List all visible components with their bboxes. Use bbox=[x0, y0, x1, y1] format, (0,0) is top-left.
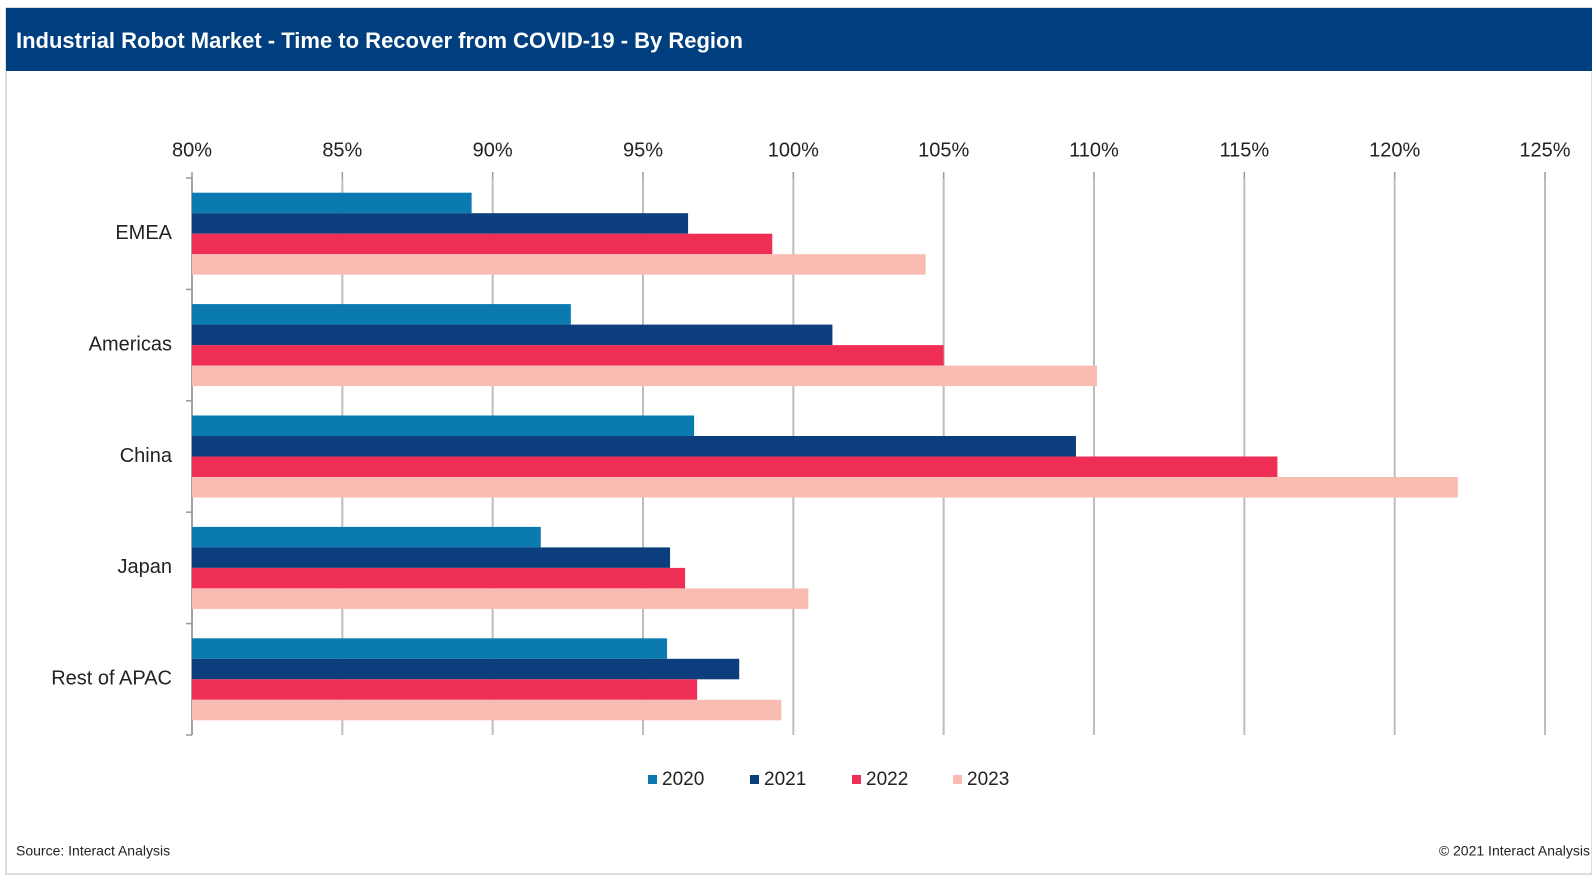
legend-label: 2020 bbox=[662, 769, 704, 790]
bar bbox=[192, 345, 944, 366]
bar bbox=[192, 567, 686, 589]
y-tick-label: China bbox=[120, 445, 173, 467]
bar bbox=[192, 415, 695, 436]
y-tick-label: Japan bbox=[118, 556, 173, 578]
bar bbox=[192, 254, 926, 275]
bar bbox=[192, 365, 1098, 387]
bar bbox=[192, 436, 1076, 457]
legend-swatch bbox=[852, 775, 861, 784]
legend-label: 2023 bbox=[967, 769, 1009, 790]
x-tick-label: 120% bbox=[1369, 139, 1420, 161]
x-tick-label: 85% bbox=[322, 139, 362, 161]
bar bbox=[192, 638, 668, 659]
chart-title: Industrial Robot Market - Time to Recove… bbox=[16, 28, 743, 53]
legend-swatch bbox=[750, 775, 759, 784]
bar bbox=[192, 213, 689, 234]
x-tick-label: 95% bbox=[623, 139, 663, 161]
legend-label: 2022 bbox=[866, 769, 908, 790]
bar bbox=[192, 699, 782, 721]
bar bbox=[192, 679, 698, 700]
source: Source: Interact Analysis bbox=[16, 843, 170, 859]
x-tick-label: 115% bbox=[1219, 139, 1269, 161]
bar bbox=[192, 547, 671, 568]
x-tick-label: 125% bbox=[1519, 139, 1570, 161]
legend-swatch bbox=[953, 775, 962, 784]
bar bbox=[192, 588, 809, 609]
bar bbox=[192, 192, 472, 214]
y-tick-label: EMEA bbox=[115, 222, 172, 244]
x-tick-label: 110% bbox=[1069, 139, 1119, 161]
bar bbox=[192, 324, 833, 346]
y-tick-label: Americas bbox=[89, 333, 172, 355]
bar bbox=[192, 526, 541, 548]
copyright: © 2021 Interact Analysis bbox=[1439, 843, 1590, 859]
bar bbox=[192, 456, 1278, 477]
x-tick-label: 100% bbox=[768, 139, 819, 161]
x-tick-label: 90% bbox=[473, 139, 513, 161]
y-tick-label: Rest of APAC bbox=[51, 668, 172, 690]
x-tick-label: 105% bbox=[918, 139, 969, 161]
bar bbox=[192, 658, 740, 680]
bar bbox=[192, 477, 1458, 498]
x-tick-label: 80% bbox=[172, 139, 212, 161]
bar bbox=[192, 304, 571, 325]
bar bbox=[192, 233, 773, 255]
legend-label: 2021 bbox=[764, 769, 806, 790]
legend-swatch bbox=[648, 775, 657, 784]
header-bar bbox=[6, 8, 1592, 71]
